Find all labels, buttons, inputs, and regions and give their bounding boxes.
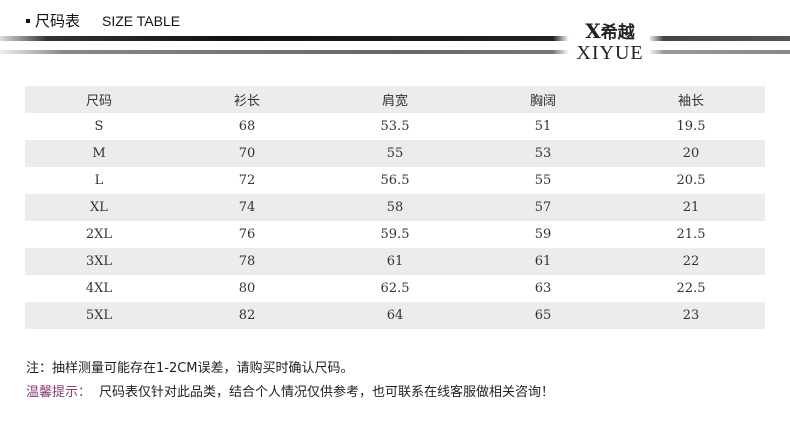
- table-row: 2XL 76 59.5 59 21.5: [25, 221, 765, 248]
- table-cell: 70: [173, 140, 321, 167]
- header-cell: 尺码: [25, 86, 173, 113]
- table-cell: 78: [173, 248, 321, 275]
- table-cell: 80: [238, 281, 256, 296]
- table-cell: 61: [469, 248, 617, 275]
- table-cell: 5XL: [25, 302, 173, 329]
- table-cell: S: [94, 119, 104, 134]
- table-row: 5XL 82 64 65 23: [25, 302, 765, 329]
- table-cell: 51: [534, 119, 552, 134]
- header-cell: 胸阔: [469, 86, 617, 113]
- logo-en: XIYUE: [576, 42, 644, 64]
- table-row: L 72 56.5 55 20.5: [25, 167, 765, 194]
- table-cell: 3XL: [25, 248, 173, 275]
- table-row: 4XL 80 62.5 63 22.5: [25, 275, 765, 302]
- table-cell: 4XL: [85, 281, 113, 296]
- header-cell: 袖长: [617, 86, 765, 113]
- table-cell: 22: [617, 248, 765, 275]
- table-row: 3XL 78 61 61 22: [25, 248, 765, 275]
- table-cell: 64: [321, 302, 469, 329]
- table-cell: 2XL: [85, 227, 113, 242]
- table-cell: 58: [321, 194, 469, 221]
- table-cell: 20: [617, 140, 765, 167]
- header-cell: 肩宽: [321, 86, 469, 113]
- table-cell: 82: [173, 302, 321, 329]
- table-cell: 53: [469, 140, 617, 167]
- note-text: 注：抽样测量可能存在1-2CM误差，请购买时确认尺码。: [26, 361, 354, 376]
- table-cell: 62.5: [380, 281, 410, 296]
- table-cell: 21.5: [676, 227, 706, 242]
- table-cell: 20.5: [676, 173, 706, 188]
- table-header-row: 尺码 衫长 肩宽 胸阔 袖长: [25, 86, 765, 113]
- table-cell: 55: [321, 140, 469, 167]
- table-cell: 76: [238, 227, 256, 242]
- table-cell: 23: [617, 302, 765, 329]
- table-cell: 19.5: [676, 119, 706, 134]
- table-row: M 70 55 53 20: [25, 140, 765, 167]
- table-cell: 21: [617, 194, 765, 221]
- table-cell: 68: [238, 119, 256, 134]
- table-cell: XL: [25, 194, 173, 221]
- logo-cn: 希越: [600, 23, 635, 43]
- section-title: 尺码表 SIZE TABLE: [26, 10, 180, 31]
- table-row: XL 74 58 57 21: [25, 194, 765, 221]
- size-table: 尺码 衫长 肩宽 胸阔 袖长 S 68 53.5 51 19.5 M 70 55 53 20 L 72 56.5 5…: [25, 86, 765, 329]
- title-en: SIZE TABLE: [102, 12, 181, 29]
- title-cn: 尺码表: [35, 12, 81, 30]
- tip-text: 温馨提示： 尺码表仅针对此品类，结合个人情况仅供参考，也可联系在线客服做相关咨询！: [26, 381, 554, 400]
- divider-line: [0, 36, 790, 41]
- tip-label: 温馨提示：: [26, 385, 92, 400]
- table-cell: L: [94, 173, 104, 188]
- table-cell: 61: [321, 248, 469, 275]
- table-cell: M: [25, 140, 173, 167]
- table-cell: 56.5: [380, 173, 410, 188]
- table-row: S 68 53.5 51 19.5: [25, 113, 765, 140]
- brand-logo: X希越 XIYUE: [570, 18, 650, 64]
- table-cell: 22.5: [676, 281, 706, 296]
- header-cell: 衫长: [173, 86, 321, 113]
- table-cell: 55: [534, 173, 552, 188]
- table-cell: 57: [469, 194, 617, 221]
- table-cell: 63: [534, 281, 552, 296]
- table-cell: 53.5: [380, 119, 410, 134]
- tip-body: 尺码表仅针对此品类，结合个人情况仅供参考，也可联系在线客服做相关咨询！: [99, 385, 555, 400]
- table-cell: 74: [173, 194, 321, 221]
- bullet-icon: [26, 18, 30, 23]
- divider-line: [0, 50, 790, 54]
- table-cell: 65: [469, 302, 617, 329]
- table-cell: 59.5: [380, 227, 410, 242]
- table-cell: 59: [534, 227, 552, 242]
- table-cell: 72: [238, 173, 256, 188]
